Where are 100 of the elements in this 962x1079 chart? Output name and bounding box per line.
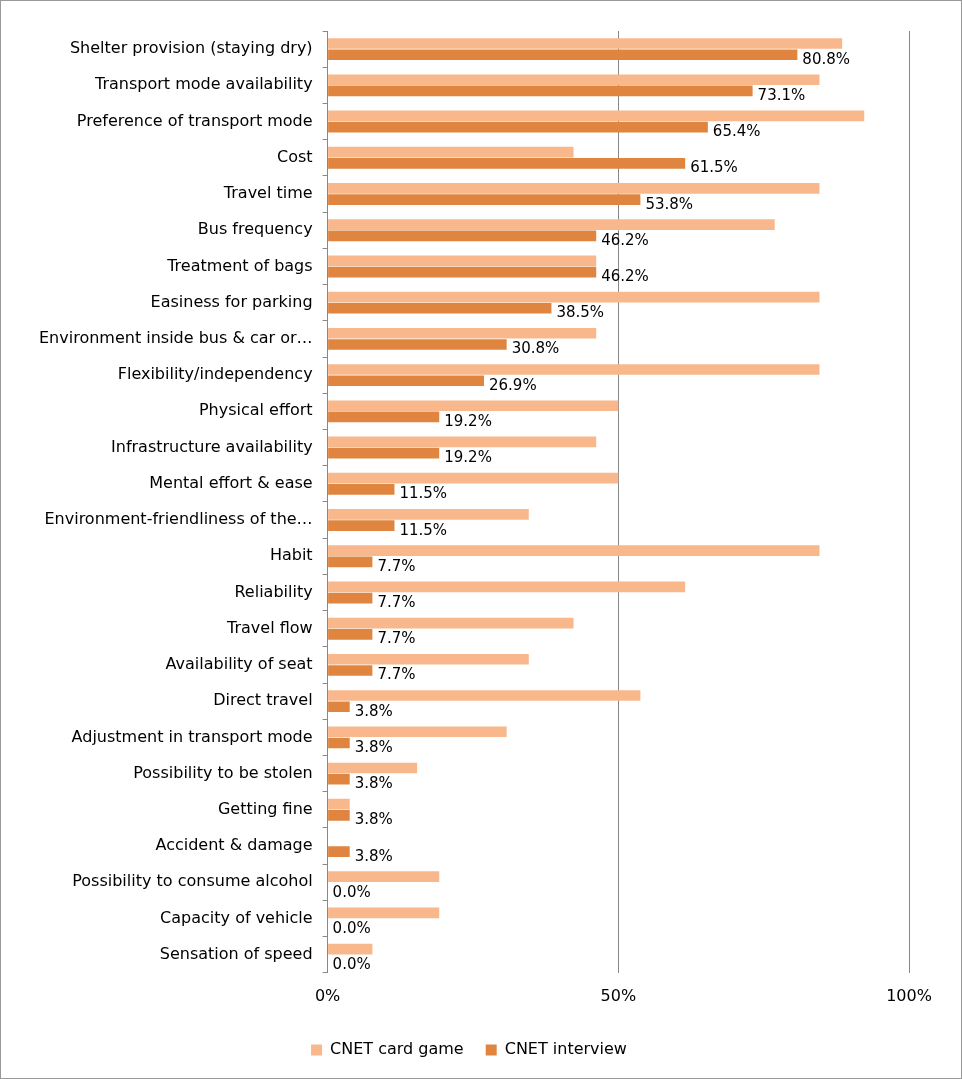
bar bbox=[328, 762, 418, 774]
bar bbox=[328, 146, 574, 158]
y-tick-label: Capacity of vehicle bbox=[160, 907, 313, 927]
y-tick-label: Possibility to be stolen bbox=[133, 762, 313, 782]
bar bbox=[328, 447, 440, 459]
data-label: 3.8% bbox=[354, 737, 393, 756]
y-tick-label: Easiness for parking bbox=[150, 291, 313, 311]
bar bbox=[328, 158, 686, 169]
bar bbox=[328, 617, 574, 629]
data-label: 0.0% bbox=[332, 918, 371, 937]
y-tick-label: Transport mode availability bbox=[93, 74, 313, 94]
data-label: 3.8% bbox=[354, 846, 393, 865]
y-tick-label: Environment-friendliness of the… bbox=[44, 509, 313, 529]
x-tick-label: 0% bbox=[314, 985, 341, 1005]
data-label: 19.2% bbox=[444, 411, 492, 430]
y-tick-label: Direct travel bbox=[213, 690, 313, 710]
bar bbox=[328, 484, 395, 495]
y-tick-label: Accident & damage bbox=[155, 835, 313, 855]
bar bbox=[328, 364, 820, 375]
data-label: 80.8% bbox=[802, 49, 851, 68]
bar bbox=[328, 726, 507, 738]
y-tick-label: Availability of seat bbox=[165, 654, 313, 674]
bar bbox=[328, 871, 440, 882]
bar bbox=[328, 411, 440, 423]
data-label: 3.8% bbox=[354, 774, 393, 793]
bar bbox=[328, 302, 552, 314]
data-label: 65.4% bbox=[712, 122, 761, 141]
bar bbox=[328, 472, 619, 484]
y-tick-label: Reliability bbox=[234, 581, 313, 601]
bar bbox=[328, 907, 440, 919]
data-label: 30.8% bbox=[511, 339, 560, 358]
bar bbox=[328, 581, 686, 593]
y-tick-label: Habit bbox=[269, 545, 313, 565]
bar bbox=[328, 85, 753, 97]
bar bbox=[328, 846, 350, 857]
bar bbox=[328, 592, 373, 604]
data-label: 46.2% bbox=[601, 266, 649, 285]
data-label: 19.2% bbox=[444, 448, 492, 467]
bar bbox=[328, 339, 507, 350]
bar bbox=[328, 628, 373, 640]
bar bbox=[328, 375, 485, 387]
y-tick-label: Possibility to consume alcohol bbox=[72, 871, 313, 891]
data-label: 0.0% bbox=[332, 955, 371, 974]
y-tick-label: Getting fine bbox=[217, 798, 313, 818]
data-label: 11.5% bbox=[399, 520, 448, 539]
bar bbox=[328, 74, 820, 86]
bar bbox=[328, 943, 373, 955]
bar bbox=[328, 230, 597, 242]
data-label: 73.1% bbox=[757, 85, 806, 104]
data-label: 3.8% bbox=[354, 701, 393, 720]
bar bbox=[328, 49, 798, 61]
y-tick-label: Bus frequency bbox=[197, 219, 313, 239]
y-tick-label: Sensation of speed bbox=[159, 943, 313, 963]
data-label: 3.8% bbox=[354, 810, 393, 829]
y-tick-label: Travel flow bbox=[226, 617, 313, 637]
bar bbox=[328, 810, 350, 821]
bar bbox=[328, 183, 820, 194]
y-tick-label: Mental effort & ease bbox=[149, 472, 313, 492]
legend-label: CNET card game bbox=[330, 1039, 464, 1059]
bar bbox=[328, 665, 373, 676]
bar bbox=[328, 509, 529, 520]
data-label: 7.7% bbox=[377, 556, 416, 575]
bar bbox=[328, 798, 350, 810]
y-tick-label: Shelter provision (staying dry) bbox=[69, 38, 313, 58]
bar bbox=[328, 219, 775, 230]
data-label: 7.7% bbox=[377, 592, 416, 611]
bar bbox=[328, 545, 820, 556]
data-label: 7.7% bbox=[377, 665, 416, 684]
y-tick-label: Adjustment in transport mode bbox=[71, 726, 313, 746]
bar bbox=[328, 520, 395, 531]
bar bbox=[328, 737, 350, 749]
bar bbox=[328, 773, 350, 785]
bar bbox=[328, 556, 373, 568]
x-tick-label: 50% bbox=[600, 985, 637, 1005]
y-tick-label: Preference of transport mode bbox=[76, 110, 313, 130]
bar bbox=[328, 400, 619, 412]
y-tick-label: Flexibility/independency bbox=[117, 364, 313, 384]
bar bbox=[328, 690, 641, 701]
bar bbox=[328, 327, 597, 339]
bar bbox=[328, 653, 529, 665]
legend-label: CNET interview bbox=[504, 1039, 627, 1059]
bar bbox=[328, 38, 843, 49]
y-tick-label: Environment inside bus & car or… bbox=[38, 328, 313, 348]
y-tick-label: Travel time bbox=[222, 183, 313, 203]
y-tick-label: Physical effort bbox=[198, 400, 313, 420]
bar bbox=[328, 701, 350, 713]
y-tick-label: Treatment of bags bbox=[166, 255, 313, 275]
bar bbox=[328, 121, 708, 133]
y-tick-label: Cost bbox=[277, 146, 313, 166]
bar bbox=[328, 291, 820, 303]
data-label: 7.7% bbox=[377, 629, 416, 648]
bar bbox=[328, 266, 597, 278]
y-tick-label: Infrastructure availability bbox=[111, 436, 313, 456]
x-tick-label: 100% bbox=[886, 985, 932, 1005]
bar bbox=[328, 255, 597, 267]
data-label: 0.0% bbox=[332, 882, 371, 901]
bar bbox=[328, 436, 597, 448]
data-label: 11.5% bbox=[399, 484, 448, 503]
data-label: 61.5% bbox=[690, 158, 738, 177]
data-label: 38.5% bbox=[556, 303, 605, 322]
